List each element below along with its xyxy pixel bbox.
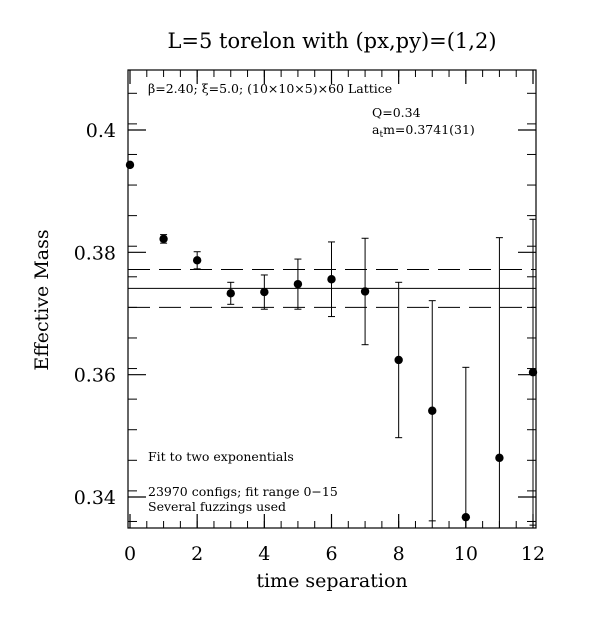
x-tick-label: 8 bbox=[393, 543, 405, 565]
x-axis-label: time separation bbox=[256, 570, 407, 592]
data-point bbox=[428, 406, 437, 415]
data-point bbox=[192, 256, 202, 265]
x-tick-label: 6 bbox=[325, 543, 337, 565]
data-point bbox=[327, 275, 336, 284]
mass-prefix: a bbox=[372, 122, 380, 137]
data-point bbox=[360, 287, 370, 296]
data-point bbox=[125, 160, 135, 170]
data-series bbox=[125, 160, 538, 528]
x-tick-label: 2 bbox=[191, 543, 203, 565]
x-tick-label: 4 bbox=[258, 543, 270, 565]
fit-method-annotation: Fit to two exponentials bbox=[148, 449, 294, 464]
data-point bbox=[293, 279, 303, 289]
data-point bbox=[528, 368, 538, 377]
data-point bbox=[226, 289, 235, 298]
mass-suffix: m=0.3741(31) bbox=[383, 122, 475, 137]
y-tick-label: 0.4 bbox=[86, 120, 116, 142]
configs-annotation: 23970 configs; fit range 0−15 bbox=[148, 484, 338, 499]
x-tick-label: 10 bbox=[454, 543, 478, 565]
y-tick-label: 0.34 bbox=[74, 487, 116, 509]
data-point bbox=[394, 355, 403, 365]
y-tick-labels: 0.34 0.36 0.38 0.4 bbox=[74, 120, 116, 509]
y-tick-label: 0.36 bbox=[74, 365, 116, 387]
lattice-annotation: β=2.40; ξ=5.0; (10×10×5)×60 Lattice bbox=[148, 81, 392, 96]
mass-subscript: t bbox=[379, 130, 383, 140]
y-axis-label: Effective Mass bbox=[31, 229, 53, 370]
data-point bbox=[461, 512, 471, 522]
chart-title: L=5 torelon with (px,py)=(1,2) bbox=[167, 29, 496, 53]
fuzzing-annotation: Several fuzzings used bbox=[148, 499, 286, 514]
x-tick-label: 12 bbox=[521, 543, 545, 565]
y-tick-label: 0.38 bbox=[74, 242, 116, 264]
x-tick-label: 0 bbox=[124, 543, 136, 565]
q-annotation: Q=0.34 bbox=[372, 105, 421, 120]
mass-annotation: atm=0.3741(31) bbox=[372, 122, 475, 140]
data-point bbox=[495, 453, 504, 463]
x-tick-labels: 0 2 4 6 8 10 12 bbox=[124, 543, 545, 565]
data-point bbox=[260, 287, 269, 297]
data-point bbox=[159, 234, 168, 244]
